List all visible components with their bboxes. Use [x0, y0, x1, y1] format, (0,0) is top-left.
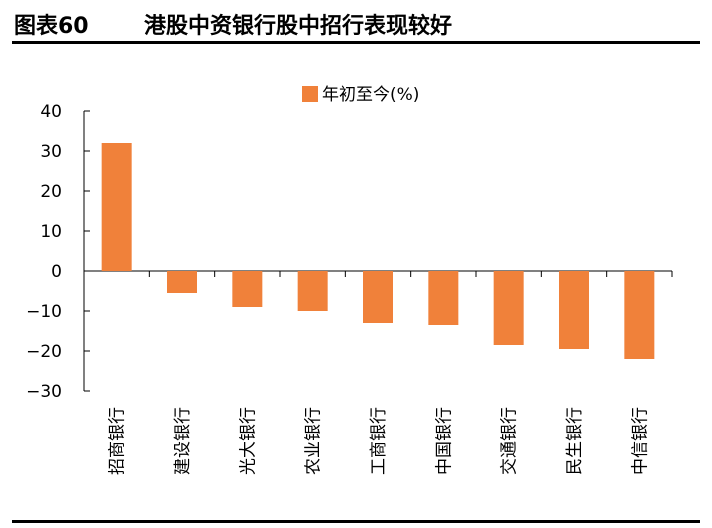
y-tick-label: −10 — [26, 302, 62, 322]
x-tick-label: 招商银行 — [108, 407, 128, 475]
legend-swatch — [302, 86, 318, 102]
x-tick-label: 中信银行 — [630, 407, 650, 475]
bars — [101, 143, 655, 359]
bar — [167, 271, 197, 293]
y-tick-label: −20 — [26, 342, 62, 362]
y-tick-label: 0 — [51, 262, 62, 282]
x-tick-labels: 招商银行 建设银行 光大银行 农业银行 工商银行 中国银行 交通银行 民生银行 中信银行 — [108, 407, 651, 475]
legend: 年初至今(%) — [302, 85, 419, 105]
figure-title: 港股中资银行股中招行表现较好 — [144, 14, 453, 39]
x-tick-label: 民生银行 — [565, 407, 585, 475]
bar — [493, 271, 524, 345]
y-tick-label: 40 — [40, 102, 62, 122]
x-tick-label: 建设银行 — [173, 407, 193, 475]
x-tick-label: 工商银行 — [369, 407, 389, 475]
x-tick-label: 农业银行 — [304, 407, 324, 475]
bar — [428, 271, 459, 325]
y-tick-labels: 40 30 20 10 0 −10 −20 −30 — [26, 102, 62, 402]
x-tick-label: 交通银行 — [500, 407, 520, 475]
figure-label: 图表60 — [14, 14, 89, 39]
y-tick-label: 10 — [40, 222, 62, 242]
bar — [624, 271, 655, 359]
x-tick-label: 光大银行 — [238, 407, 258, 475]
bar — [232, 271, 263, 307]
bar — [101, 143, 132, 271]
bar — [559, 271, 589, 349]
bar — [297, 271, 328, 311]
bottom-rule — [12, 520, 700, 523]
bar — [363, 271, 393, 323]
legend-label: 年初至今(%) — [322, 85, 419, 105]
y-tick-label: −30 — [26, 382, 62, 402]
y-tick-label: 30 — [40, 142, 62, 162]
y-tick-label: 20 — [40, 182, 62, 202]
figure-header: 图表60 港股中资银行股中招行表现较好 — [12, 4, 700, 44]
x-tick-label: 中国银行 — [434, 407, 454, 475]
